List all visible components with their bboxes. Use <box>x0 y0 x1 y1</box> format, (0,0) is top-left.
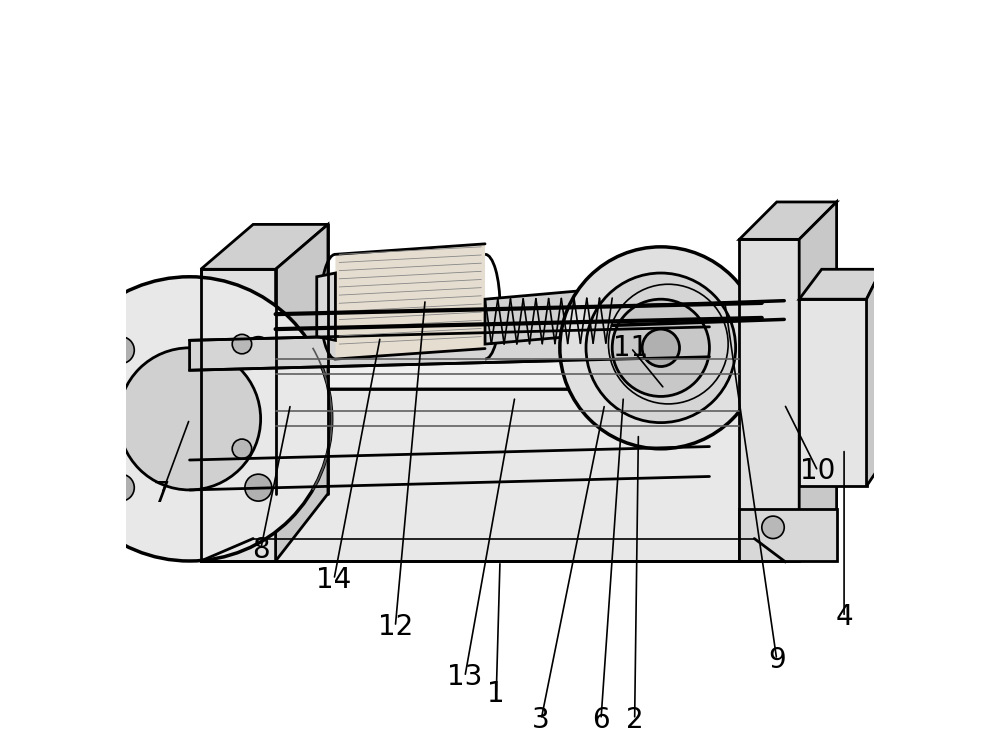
Circle shape <box>586 273 736 423</box>
Circle shape <box>642 329 680 367</box>
Polygon shape <box>799 269 881 299</box>
Polygon shape <box>739 239 799 561</box>
Circle shape <box>232 439 252 459</box>
Text: 9: 9 <box>768 646 786 674</box>
Text: 7: 7 <box>153 479 171 508</box>
Text: 2: 2 <box>626 705 643 734</box>
Circle shape <box>107 337 134 364</box>
Text: 8: 8 <box>252 536 269 564</box>
Text: 4: 4 <box>835 603 853 631</box>
Circle shape <box>762 516 784 539</box>
Polygon shape <box>799 299 867 486</box>
Polygon shape <box>201 224 328 269</box>
Text: 1: 1 <box>487 680 505 708</box>
Polygon shape <box>276 224 328 561</box>
Text: 10: 10 <box>800 457 836 485</box>
Polygon shape <box>867 269 881 486</box>
Circle shape <box>47 277 332 561</box>
Text: 13: 13 <box>447 663 483 691</box>
Text: 12: 12 <box>378 613 413 641</box>
Circle shape <box>612 299 709 396</box>
Circle shape <box>245 474 272 501</box>
Polygon shape <box>317 273 335 340</box>
Text: 3: 3 <box>532 705 550 734</box>
Polygon shape <box>335 244 485 359</box>
Text: 6: 6 <box>592 705 610 734</box>
Polygon shape <box>201 269 276 561</box>
Circle shape <box>119 348 261 490</box>
Circle shape <box>560 247 762 449</box>
Polygon shape <box>485 288 612 344</box>
Polygon shape <box>201 344 784 389</box>
Polygon shape <box>754 344 784 561</box>
Text: 14: 14 <box>316 565 352 594</box>
Text: 11: 11 <box>613 334 649 362</box>
Circle shape <box>107 474 134 501</box>
Circle shape <box>245 337 272 364</box>
Polygon shape <box>799 202 837 561</box>
Circle shape <box>232 334 252 354</box>
Polygon shape <box>190 327 709 370</box>
Polygon shape <box>739 509 837 561</box>
Polygon shape <box>201 389 784 561</box>
Polygon shape <box>739 202 837 239</box>
